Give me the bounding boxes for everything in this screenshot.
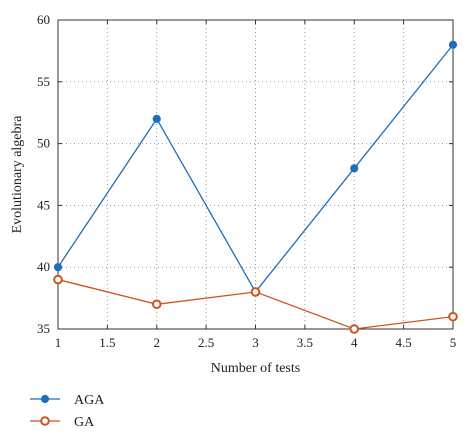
y-tick-label: 55 xyxy=(37,74,50,89)
aga-point xyxy=(53,263,63,272)
x-tick-label: 3.5 xyxy=(297,335,313,350)
grid-lines xyxy=(58,20,453,329)
y-tick-label: 35 xyxy=(37,321,50,336)
ga-point xyxy=(151,299,162,310)
x-tick-label: 5 xyxy=(450,335,457,350)
legend-label: AGA xyxy=(74,393,105,408)
x-tick-label: 1.5 xyxy=(99,335,115,350)
legend-swatch-marker xyxy=(40,394,50,404)
x-tick-label: 4 xyxy=(351,335,358,350)
legend: AGA GA xyxy=(30,393,105,430)
series-ga xyxy=(53,274,458,334)
y-tick-label: 40 xyxy=(37,259,50,274)
x-tick-label: 1 xyxy=(55,335,62,350)
y-axis-title: Evolutionary algebra xyxy=(10,115,25,234)
legend-item-aga: AGA xyxy=(30,393,105,408)
aga-point xyxy=(350,164,359,173)
legend-item-ga: GA xyxy=(30,415,95,430)
x-tick-label: 2.5 xyxy=(198,335,214,350)
y-tick-label: 60 xyxy=(37,12,50,27)
legend-label: GA xyxy=(74,415,95,430)
x-axis-title: Number of tests xyxy=(211,361,300,376)
aga-point xyxy=(448,40,458,49)
ga-point xyxy=(349,324,360,334)
axis-ticks: 1 1.5 2 2.5 3 3.5 4 4.5 5 35 40 45 50 55 60 xyxy=(37,12,456,350)
x-tick-label: 2 xyxy=(154,335,161,350)
x-tick-label: 3 xyxy=(252,335,259,350)
y-tick-label: 50 xyxy=(37,136,50,151)
y-tick-label: 45 xyxy=(37,197,50,212)
plot-area-frame xyxy=(57,19,454,330)
legend-swatch-marker xyxy=(40,416,50,426)
x-tick-label: 4.5 xyxy=(396,335,412,350)
ga-point xyxy=(53,274,63,285)
ga-point xyxy=(250,287,261,297)
aga-point xyxy=(152,114,161,123)
series-layer xyxy=(53,40,458,334)
ga-point xyxy=(448,311,458,322)
